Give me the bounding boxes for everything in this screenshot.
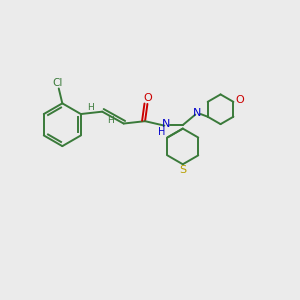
Text: N: N [193,108,201,118]
Text: H: H [158,127,166,137]
Text: S: S [179,165,186,175]
Text: N: N [162,119,170,129]
Text: H: H [107,116,114,125]
Text: H: H [87,103,94,112]
Text: O: O [235,95,244,105]
Text: Cl: Cl [52,77,62,88]
Text: O: O [143,93,152,103]
